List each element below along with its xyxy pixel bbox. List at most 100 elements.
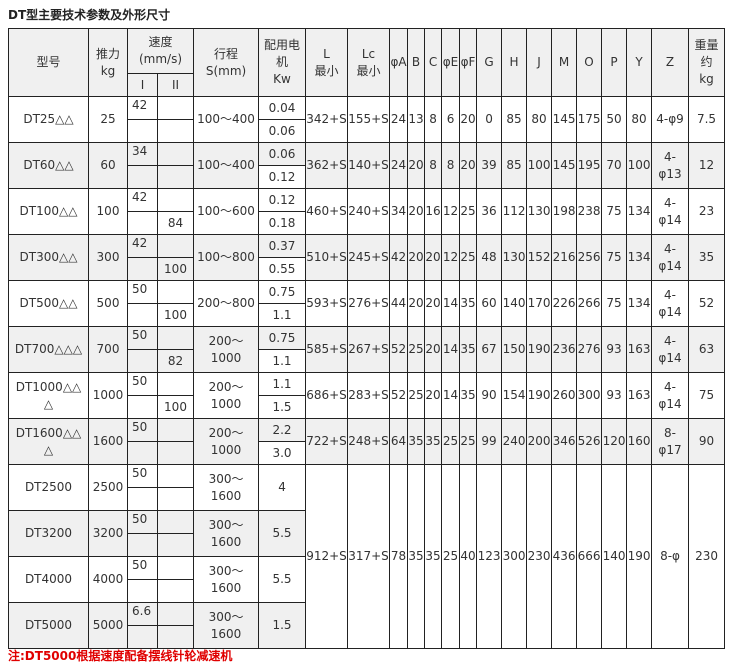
dim-cell: 35 [459,372,478,419]
dim-cell: 145 [551,96,578,143]
speed-i-cell: 34 [127,142,158,166]
table-row: DT1600△△ △ 1600 50 200～ 1000 2.2 722+S 248+S 64 35… [8,418,726,465]
header-dim: B [407,28,426,97]
Lc-cell: 140+S [347,142,391,189]
header-speed-ii: II [156,73,195,97]
thrust-cell: 500 [88,280,128,327]
power-cell: 5.5 [258,556,307,603]
power-cell: 1.1 [258,303,307,327]
thrust-cell: 100 [88,188,128,235]
dim-cell: 20 [407,142,426,189]
power-cell: 3.0 [258,441,307,465]
power-cell: 0.75 [258,280,307,304]
stroke-cell: 200～800 [193,280,260,327]
dim-cell: 25 [407,326,426,373]
dim-cell: 134 [626,280,653,327]
speed-i-cell: 50 [127,464,158,488]
dim-cell: 230 [526,464,553,649]
header-weight: 重量约 kg [688,28,726,97]
table-row-sub [9,533,725,557]
speed-i-cell: 50 [127,510,158,534]
dim-cell: 20 [407,280,426,327]
dim-cell: 13 [407,96,426,143]
stroke-cell: 200～ 1000 [193,326,260,373]
table-row: DT300△△ 300 42 100～800 0.37 510+S 245+S 42 20 20 1… [8,234,726,281]
dim-cell: 35 [407,464,426,649]
Z-cell: 4- φ14 [651,326,690,373]
Z-cell: 8-φ [651,464,690,649]
stroke-cell: 300～ 1600 [193,556,260,603]
thrust-cell: 1600 [88,418,128,465]
dim-cell: 130 [526,188,553,235]
speed-ii-cell [156,96,195,120]
dim-cell: 6 [441,96,461,143]
dim-cell: 40 [459,464,478,649]
header-L: L 最小 [305,28,349,97]
dim-cell: 236 [551,326,578,373]
header-speed: 速度 (mm/s) [126,28,195,74]
dim-cell: 134 [626,234,653,281]
speed-i-cell: 50 [127,326,158,350]
dim-cell: 238 [576,188,603,235]
speed-i-cell [127,487,158,511]
dim-cell: 666 [576,464,603,649]
thrust-cell: 2500 [88,464,128,511]
header-motor: 配用电机 Kw [258,28,307,97]
dim-cell: 8 [424,142,443,189]
L-cell: 460+S [305,188,349,235]
header-dim: O [576,28,603,97]
dim-cell: 170 [526,280,553,327]
dim-cell: 20 [407,234,426,281]
power-cell: 1.5 [258,602,307,649]
dim-cell: 300 [501,464,528,649]
speed-ii-cell [156,625,195,649]
dim-cell: 300 [576,372,603,419]
speed-ii-cell: 100 [156,257,195,281]
header-Lc: Lc 最小 [347,28,391,97]
table-row: DT500△△ 500 50 200～800 0.75 593+S 276+S 44 20 20 1… [8,280,726,327]
speed-ii-cell [156,372,195,396]
speed-i-cell: 50 [127,280,158,304]
Lc-cell: 240+S [347,188,391,235]
dim-cell: 70 [601,142,628,189]
footnote: 注:DT5000根据速度配备摆线针轮减速机 [8,649,233,663]
table-row: DT1000△△ △ 1000 50 200～ 1000 1.1 686+S 283+S 52 25… [8,372,726,419]
dim-cell: 256 [576,234,603,281]
dim-cell: 85 [501,96,528,143]
stroke-cell: 100～400 [193,96,260,143]
weight-cell: 75 [688,372,726,419]
dim-cell: 195 [576,142,603,189]
dim-cell: 93 [601,372,628,419]
dim-cell: 163 [626,372,653,419]
speed-ii-cell [156,234,195,258]
thrust-cell: 700 [88,326,128,373]
dim-cell: 52 [389,372,409,419]
stroke-cell: 200～ 1000 [193,418,260,465]
dim-cell: 34 [389,188,409,235]
dim-cell: 35 [459,280,478,327]
header-speed-i: I [127,73,158,97]
dim-cell: 35 [424,418,443,465]
stroke-cell: 200～ 1000 [193,372,260,419]
header-dim: φA [389,28,409,97]
dim-cell: 20 [459,96,478,143]
stroke-cell: 100～800 [193,234,260,281]
dim-cell: 276 [576,326,603,373]
power-cell: 0.12 [258,165,307,189]
speed-ii-cell: 82 [156,349,195,373]
dim-cell: 75 [601,234,628,281]
dim-cell: 130 [501,234,528,281]
speed-i-cell: 50 [127,418,158,442]
dim-cell: 80 [526,96,553,143]
weight-cell: 63 [688,326,726,373]
dim-cell: 36 [476,188,503,235]
Z-cell: 4- φ14 [651,372,690,419]
dim-cell: 266 [576,280,603,327]
dim-cell: 44 [389,280,409,327]
dim-cell: 20 [424,326,443,373]
model-cell: DT25△△ [8,96,89,143]
dim-cell: 140 [501,280,528,327]
model-cell: DT3200 [8,510,89,557]
header-dim: M [551,28,578,97]
thrust-cell: 60 [88,142,128,189]
